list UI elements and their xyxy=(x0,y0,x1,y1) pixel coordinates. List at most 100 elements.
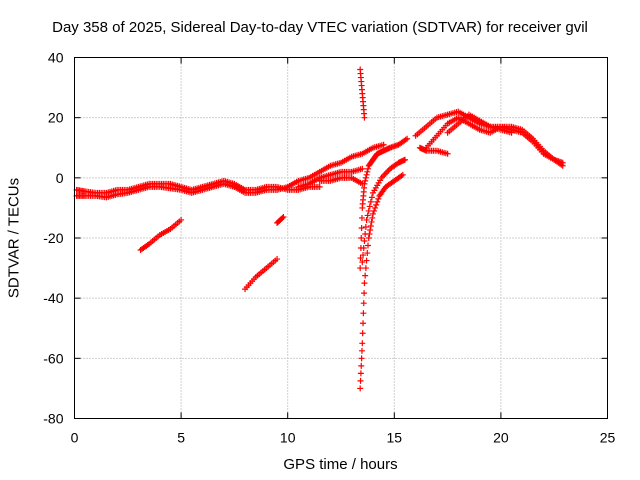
data-point xyxy=(280,213,287,220)
data-point xyxy=(361,280,368,287)
data-point xyxy=(358,224,365,231)
data-point xyxy=(375,195,382,202)
data-point xyxy=(361,238,368,245)
y-tick-label: 40 xyxy=(48,50,64,66)
data-point xyxy=(367,226,374,233)
data-point xyxy=(357,255,364,262)
data-series-satellite-arc-1b xyxy=(73,180,281,201)
data-point xyxy=(361,290,368,297)
data-point xyxy=(363,171,370,178)
data-point xyxy=(360,320,367,327)
data-point xyxy=(279,214,286,221)
x-tick-label: 10 xyxy=(280,430,296,446)
data-series-satellite-arc-7 xyxy=(316,174,366,187)
data-point xyxy=(358,235,365,241)
data-point xyxy=(373,201,380,208)
data-point xyxy=(358,214,365,221)
data-point xyxy=(357,265,364,272)
data-point xyxy=(359,165,366,172)
data-point xyxy=(359,340,366,347)
data-point xyxy=(380,141,387,148)
data-point xyxy=(362,174,369,181)
data-point xyxy=(362,230,369,237)
data-point xyxy=(362,272,369,279)
data-point xyxy=(364,212,371,219)
data-point xyxy=(361,180,368,187)
data-point xyxy=(559,159,566,166)
data-point xyxy=(360,300,367,307)
data-series-satellite-arc-3 xyxy=(242,256,281,293)
data-point xyxy=(357,385,364,392)
data-point xyxy=(364,250,371,257)
data-layer xyxy=(73,66,566,392)
x-tick-label: 15 xyxy=(387,430,403,446)
y-tick-label: 0 xyxy=(56,170,64,186)
data-point xyxy=(367,198,374,205)
y-tick-label: -40 xyxy=(43,290,63,306)
data-point xyxy=(361,114,368,121)
data-series-satellite-arc-11 xyxy=(359,156,408,266)
data-series-satellite-arc-10 xyxy=(357,171,406,392)
data-point xyxy=(357,377,364,384)
data-series-satellite-arc-4 xyxy=(274,213,287,226)
data-point xyxy=(362,177,369,184)
data-point xyxy=(178,216,185,223)
data-point xyxy=(359,330,366,337)
data-point xyxy=(360,252,367,259)
data-series-satellite-arc-6 xyxy=(295,165,366,190)
data-point xyxy=(358,347,365,354)
y-tick-label: 20 xyxy=(48,110,64,126)
data-point xyxy=(316,183,323,190)
data-point xyxy=(444,150,451,157)
x-tick-label: 0 xyxy=(71,430,79,446)
data-point xyxy=(369,214,376,221)
data-point xyxy=(365,165,372,172)
data-point xyxy=(369,210,376,217)
data-point xyxy=(362,265,369,272)
data-point xyxy=(404,135,411,142)
data-point xyxy=(399,171,406,178)
y-tick-label: -20 xyxy=(43,230,63,246)
data-point xyxy=(360,310,367,317)
data-point xyxy=(374,198,381,205)
data-point xyxy=(372,204,379,211)
data-point xyxy=(401,156,408,163)
data-point xyxy=(365,235,372,241)
data-series-satellite-arc-14 xyxy=(416,144,451,157)
x-tick-label: 20 xyxy=(493,430,509,446)
data-series-satellite-arc-9 xyxy=(357,135,411,272)
data-series-satellite-arc-13 xyxy=(423,114,566,166)
data-point xyxy=(508,129,515,136)
data-point xyxy=(365,242,372,249)
data-point xyxy=(368,194,375,201)
data-point xyxy=(368,218,375,225)
data-point xyxy=(363,257,370,264)
data-point xyxy=(364,168,371,175)
data-series-satellite-arc-15 xyxy=(444,111,515,136)
chart-title: Day 358 of 2025, Sidereal Day-to-day VTE… xyxy=(52,19,588,36)
x-tick-label: 5 xyxy=(177,430,185,446)
data-point xyxy=(358,362,365,369)
data-series-satellite-arc-2 xyxy=(137,216,185,254)
x-tick-label: 25 xyxy=(600,430,616,446)
data-point xyxy=(371,207,378,214)
data-series-satellite-arc-8 xyxy=(357,66,368,121)
tick-layer: 0 5 10 15 20 25 -80 -60 -40 -20 0 20 40 xyxy=(43,50,615,446)
data-point xyxy=(362,223,369,230)
data-point xyxy=(365,207,372,214)
data-point xyxy=(359,259,366,266)
grid-layer xyxy=(74,57,608,419)
data-series-satellite-arc-5 xyxy=(274,141,387,193)
data-point xyxy=(358,355,365,362)
y-tick-label: -80 xyxy=(43,411,63,427)
x-axis-label: GPS time / hours xyxy=(283,456,398,473)
data-point xyxy=(366,203,373,210)
data-point xyxy=(357,370,364,377)
data-point xyxy=(363,216,370,223)
y-tick-label: -60 xyxy=(43,350,63,366)
data-point xyxy=(367,222,374,229)
y-axis-label: SDTVAR / TECUs xyxy=(5,177,23,299)
data-point xyxy=(274,256,281,263)
data-point xyxy=(360,245,367,252)
